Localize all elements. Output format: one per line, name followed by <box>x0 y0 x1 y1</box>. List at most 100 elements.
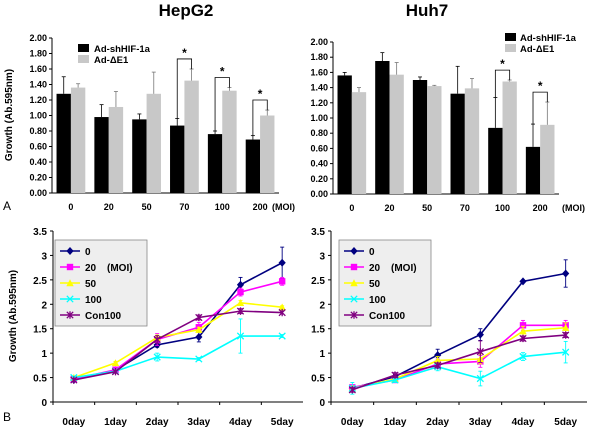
data-point <box>195 313 203 322</box>
series-line <box>352 272 566 390</box>
bar <box>70 87 86 193</box>
chart-title: Huh7 <box>406 1 449 20</box>
y-tick-label: 0.60 <box>29 142 47 152</box>
significance-bracket <box>494 69 511 98</box>
y-tick-label: 3 <box>41 251 47 262</box>
x-tick-label: 2day <box>426 417 449 428</box>
data-point <box>195 325 203 333</box>
data-point <box>476 330 484 339</box>
y-tick-label: 0.5 <box>33 374 47 385</box>
legend-label: Ad-ΔE1 <box>94 55 129 66</box>
x-tick-label: 3day <box>469 417 492 428</box>
data-point <box>561 324 570 331</box>
panel-label-b: B <box>3 410 11 424</box>
bar <box>450 93 465 194</box>
data-point <box>476 347 484 356</box>
legend-swatch <box>505 44 516 52</box>
y-tick-label: 0.80 <box>29 126 47 136</box>
bar <box>222 90 237 193</box>
y-tick-label: 1.60 <box>310 67 328 77</box>
x-unit-label: (MOI) <box>272 202 295 212</box>
significance-star: * <box>182 46 187 60</box>
x-tick-label: 200 <box>253 202 268 212</box>
x-tick-label: 50 <box>142 202 152 212</box>
legend-label: Ad-shHIF-1a <box>94 44 151 55</box>
bar <box>351 92 367 194</box>
data-point <box>278 332 286 340</box>
x-tick-label: 200 <box>533 203 548 213</box>
hepg2-line: Growth (Ab.595nm) 0 0.5 1 1.5 2 2.5 3 3.5 0day 1da… <box>8 227 303 428</box>
significance-bracket <box>532 91 548 125</box>
data-point <box>70 376 78 384</box>
y-tick-label: 0.5 <box>311 374 325 385</box>
x-tick-label: 70 <box>179 202 189 212</box>
legend-label: 20 <box>85 263 97 274</box>
series-line <box>73 301 283 379</box>
y-tick-label: 1.20 <box>29 95 47 105</box>
legend-unit-label: (MOI) <box>107 263 133 274</box>
data-point <box>519 352 527 361</box>
x-tick-label: 50 <box>422 203 432 213</box>
legend-marker <box>66 263 74 271</box>
bar <box>207 134 223 193</box>
legend-marker <box>66 279 74 287</box>
x-tick-label: 100 <box>215 202 230 212</box>
bar <box>525 146 541 194</box>
y-tick-label: 2 <box>41 300 47 311</box>
data-point <box>195 333 203 342</box>
y-tick-label: 1.5 <box>33 325 47 336</box>
significance-star: * <box>500 57 505 71</box>
x-tick-label: 20 <box>384 203 394 213</box>
x-tick-label: 0 <box>349 203 354 213</box>
x-tick-label: 5day <box>271 417 294 428</box>
series-line <box>352 334 566 391</box>
data-point <box>562 331 570 339</box>
data-point <box>348 386 356 394</box>
x-tick-label: 4day <box>512 417 535 428</box>
bar <box>146 93 161 193</box>
y-tick-label: 1.80 <box>310 52 328 62</box>
data-point <box>434 361 442 370</box>
x-tick-label: 70 <box>460 203 470 213</box>
data-point <box>278 258 286 267</box>
legend-unit-label: (MOI) <box>391 263 417 274</box>
x-unit-label: (MOI) <box>562 203 585 213</box>
legend-marker <box>350 295 358 303</box>
significance-bracket <box>252 99 268 136</box>
panel-label-a: A <box>3 199 11 213</box>
data-point <box>153 335 161 344</box>
data-point <box>562 348 570 356</box>
data-point <box>236 332 245 340</box>
y-tick-label: 0.60 <box>310 143 328 153</box>
data-point <box>278 308 286 317</box>
data-point <box>278 278 286 285</box>
y-tick-label: 2 <box>319 300 325 311</box>
data-point <box>111 368 120 376</box>
y-tick-label: 1 <box>41 349 47 360</box>
significance-bracket <box>176 58 193 119</box>
y-tick-label: 1.00 <box>29 111 47 121</box>
bar <box>337 75 352 194</box>
bar <box>108 106 124 193</box>
legend-label: 20 <box>369 263 381 274</box>
y-tick-label: 0.40 <box>310 159 328 169</box>
data-point <box>476 374 484 383</box>
hepg2-bar: HepG2 Growth (Ab.595nm) 0.00 0.20 0.40 0.60 0.… <box>4 1 295 212</box>
y-tick-label: 1.5 <box>311 325 325 336</box>
data-point <box>195 355 203 363</box>
bar <box>502 81 517 194</box>
data-point <box>153 353 161 361</box>
y-tick-label: 3.5 <box>311 227 325 238</box>
x-tick-label: 4day <box>229 417 252 428</box>
y-tick-label: 0.00 <box>29 188 47 198</box>
huh7-bar: Huh7 0.00 0.20 0.40 0.60 0.80 1.00 1.20 1.40 1.60… <box>310 1 585 213</box>
y-axis-label: Growth (Ab.595nm) <box>4 69 15 161</box>
significance-star: * <box>538 79 543 93</box>
y-tick-label: 1.40 <box>29 80 47 90</box>
data-point <box>111 359 120 367</box>
data-point <box>519 327 527 335</box>
y-tick-label: 1.80 <box>29 49 47 59</box>
y-tick-label: 2.00 <box>310 37 328 47</box>
series-line <box>352 351 566 390</box>
